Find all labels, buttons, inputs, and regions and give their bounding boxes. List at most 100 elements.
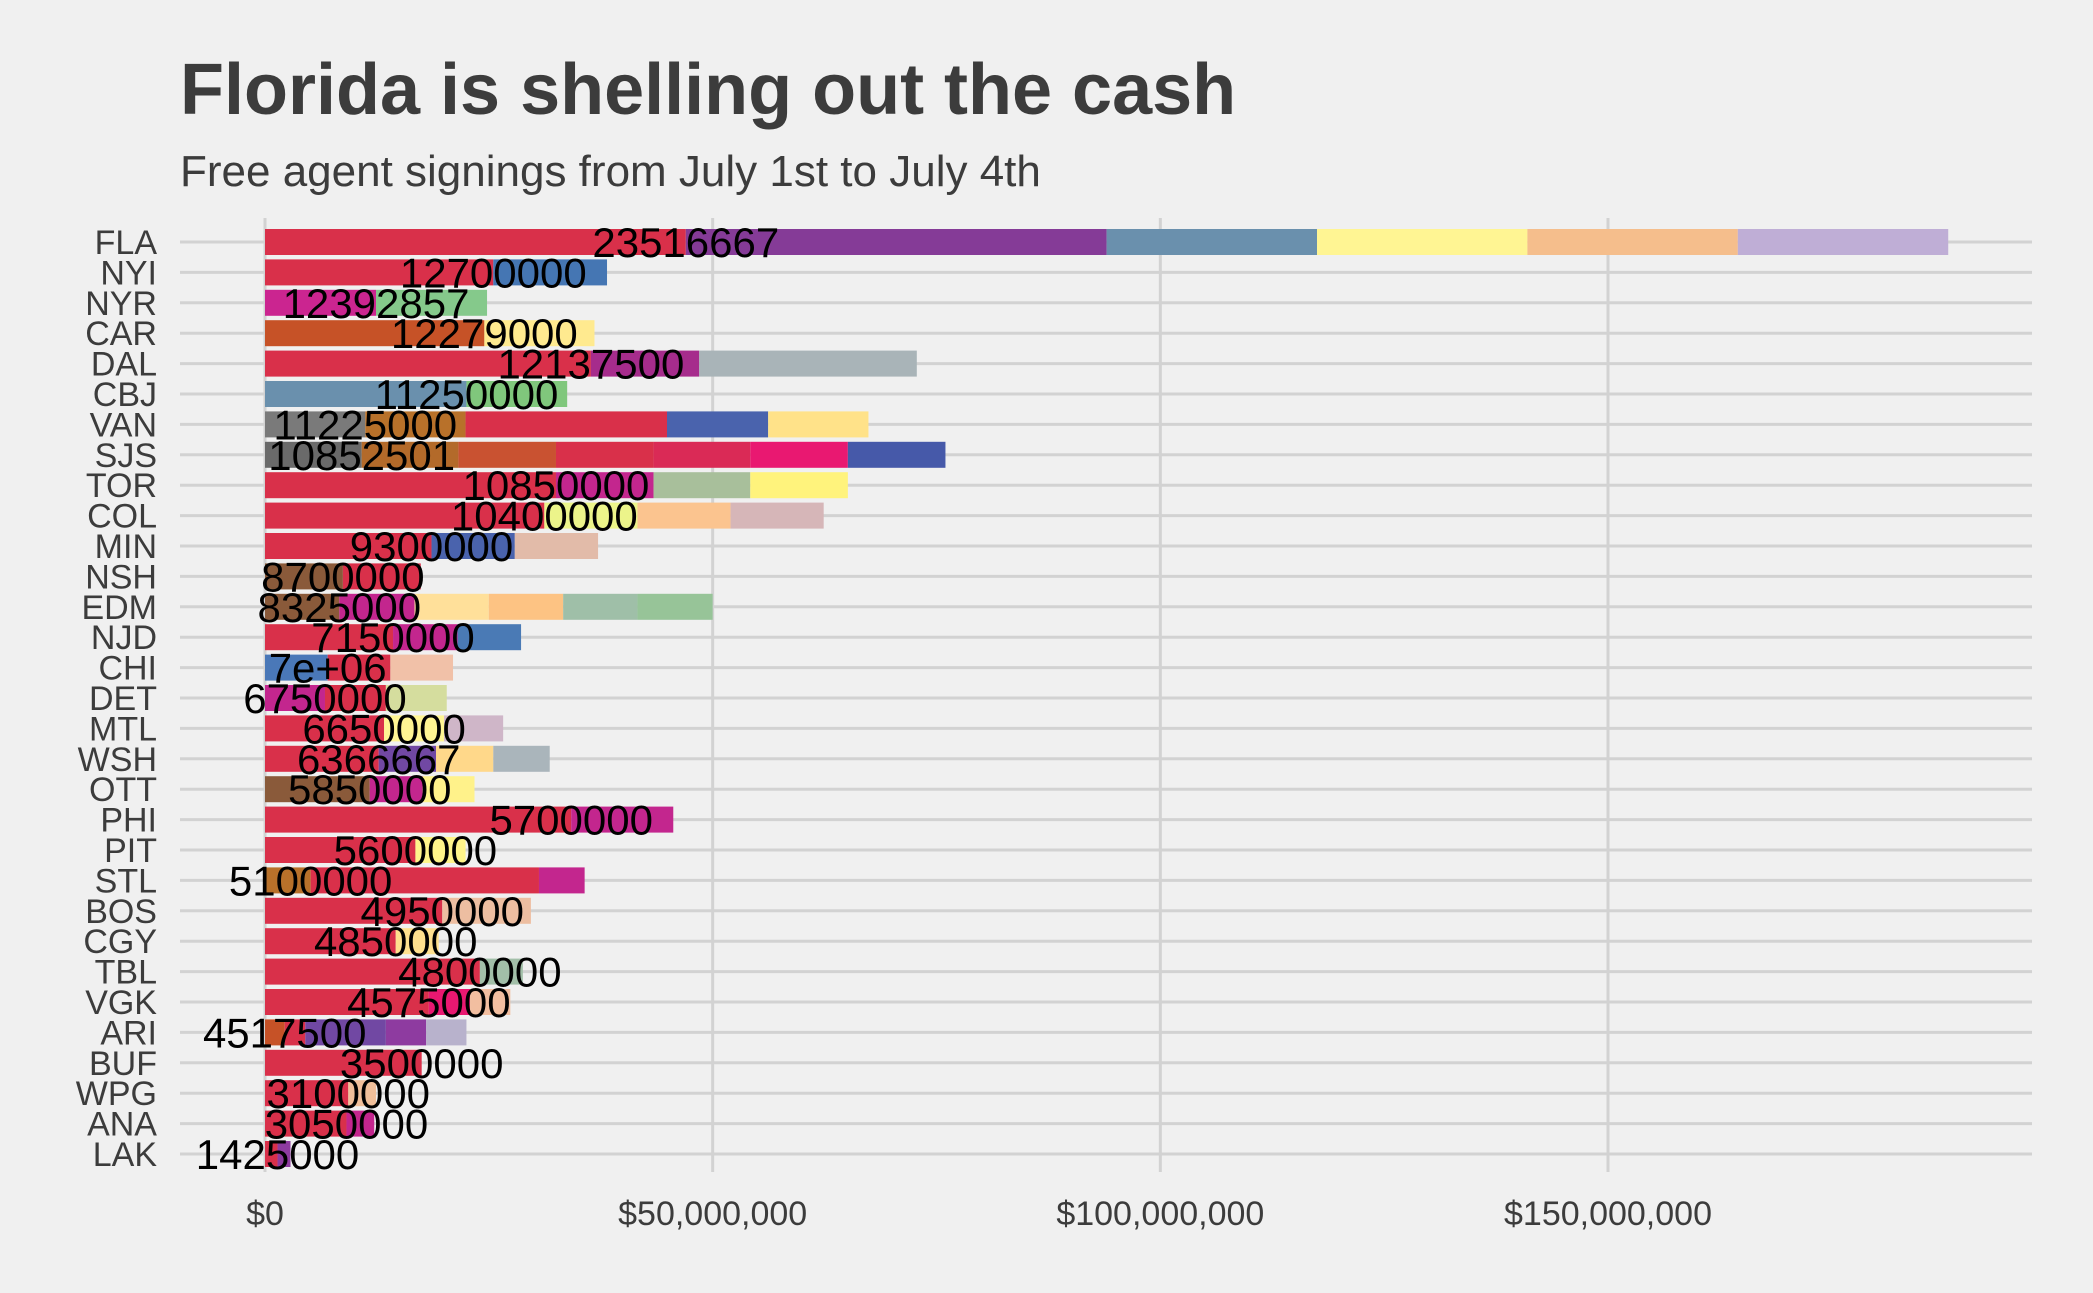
- bar-segment-WSH-1: [378, 745, 437, 772]
- bar-segment-BOS-1: [442, 897, 531, 924]
- y-axis-team-labels: FLANYINYRCARDALCBJVANSJSTORCOLMINNSHEDMN…: [76, 224, 158, 1174]
- bar-segment-FLA-3: [1317, 229, 1528, 255]
- value-label-CBJ: 11250000: [375, 371, 559, 418]
- team-label-OTT: OTT: [89, 771, 157, 809]
- bar-segment-CHI-1: [327, 654, 391, 681]
- bar-segment-NYI-0: [265, 259, 494, 286]
- bar-segment-CGY-0: [265, 928, 396, 955]
- bar-segment-SJS-6: [847, 441, 946, 468]
- value-label-EDM: 8325000: [258, 584, 422, 631]
- team-label-CAR: CAR: [85, 315, 157, 353]
- bar-segment-ANA-0: [265, 1110, 347, 1137]
- bar-segment-MIN-0: [265, 533, 432, 559]
- team-label-MIN: MIN: [95, 528, 157, 566]
- bar-segment-BOS-0: [265, 897, 443, 924]
- bar-segment-PIT-1: [415, 837, 466, 863]
- x-tick-label: $50,000,000: [618, 1195, 807, 1233]
- bar-segment-TOR-2: [653, 472, 751, 499]
- value-label-SJS: 10852501: [268, 432, 455, 479]
- bar-segment-OTT-2: [422, 776, 475, 803]
- bar-segment-CAR-0: [265, 320, 485, 347]
- team-label-ANA: ANA: [87, 1106, 157, 1144]
- bar-segment-FLA-5: [1737, 229, 1949, 255]
- bar-segment-NYR-0: [265, 289, 377, 316]
- bar-segment-DET-2: [385, 685, 447, 711]
- bar-segment-ARI-2: [305, 1019, 386, 1046]
- bar-segment-SJS-5: [750, 441, 848, 468]
- bar-segment-CBJ-1: [466, 381, 568, 407]
- team-label-FLA: FLA: [95, 224, 158, 262]
- bar-segment-WSH-2: [436, 745, 494, 772]
- bar-segment-NJD-2: [457, 624, 522, 651]
- bar-segment-FLA-4: [1527, 229, 1738, 255]
- value-label-MIN: 9300000: [350, 523, 514, 570]
- bar-segment-VAN-4: [768, 411, 869, 438]
- team-label-EDM: EDM: [81, 589, 157, 627]
- bar-segment-SJS-1: [361, 441, 459, 468]
- value-label-DAL: 12137500: [497, 341, 684, 388]
- team-label-WSH: WSH: [78, 741, 157, 779]
- bar-segment-FLA-2: [1106, 229, 1318, 255]
- x-tick-label: $100,000,000: [1056, 1195, 1264, 1233]
- team-label-VGK: VGK: [85, 984, 157, 1022]
- team-label-COL: COL: [87, 498, 157, 536]
- team-label-VAN: VAN: [90, 406, 157, 444]
- value-label-OTT: 5850000: [288, 766, 452, 813]
- value-label-WSH: 6366667: [297, 736, 461, 783]
- bar-segment-CGY-1: [395, 928, 439, 955]
- bar-segment-VGK-2: [470, 989, 511, 1015]
- team-label-BUF: BUF: [89, 1045, 157, 1083]
- bar-segment-DAL-2: [699, 350, 917, 377]
- team-label-CGY: CGY: [83, 923, 157, 961]
- bar-segment-NYR-1: [376, 289, 488, 316]
- bar-segment-STL-0: [265, 867, 311, 894]
- bar-segment-MTL-1: [384, 715, 445, 742]
- bar-segment-STL-2: [538, 867, 585, 894]
- bar-segment-VGK-0: [265, 989, 429, 1015]
- bar-segment-WSH-0: [265, 745, 379, 772]
- team-label-WPG: WPG: [76, 1075, 157, 1113]
- bar-segment-OTT-0: [265, 776, 370, 803]
- bar-segment-TOR-0: [265, 472, 556, 499]
- bar-segment-DET-1: [324, 685, 386, 711]
- bar-segment-TOR-3: [750, 472, 848, 499]
- bar-segment-NYI-1: [493, 259, 608, 286]
- bar-segment-SJS-3: [555, 441, 654, 468]
- value-label-DET: 6750000: [243, 675, 407, 722]
- bar-segment-CHI-2: [390, 654, 454, 681]
- value-label-PHI: 5700000: [489, 797, 653, 844]
- bar-segment-PIT-0: [265, 837, 416, 863]
- team-label-SJS: SJS: [95, 437, 157, 475]
- team-label-CHI: CHI: [98, 650, 157, 688]
- bar-segment-NJD-0: [265, 624, 394, 651]
- bar-segment-ARI-0: [265, 1019, 285, 1046]
- team-label-PIT: PIT: [104, 832, 157, 870]
- team-label-LAK: LAK: [93, 1136, 158, 1174]
- bar-segment-WSH-3: [493, 745, 550, 772]
- team-label-NJD: NJD: [91, 619, 157, 657]
- bar-segment-TOR-1: [555, 472, 654, 499]
- bar-segment-MIN-2: [514, 533, 599, 559]
- bar-segment-DAL-1: [590, 350, 700, 377]
- bar-segment-CHI-0: [265, 654, 328, 681]
- chart-title: Florida is shelling out the cash: [180, 50, 1236, 130]
- bar-segment-NSH-0: [265, 563, 343, 590]
- x-tick-label: $150,000,000: [1504, 1195, 1712, 1233]
- bar-segment-DET-0: [265, 685, 325, 711]
- team-label-MTL: MTL: [89, 710, 157, 748]
- team-label-STL: STL: [95, 862, 157, 900]
- value-label-ANA: 3050000: [265, 1101, 429, 1148]
- value-label-BUF: 3500000: [340, 1040, 504, 1087]
- team-label-ARI: ARI: [100, 1014, 157, 1052]
- chart-subtitle: Free agent signings from July 1st to Jul…: [180, 147, 1041, 196]
- bar-segment-EDM-3: [488, 593, 564, 620]
- value-label-CGY: 4850000: [314, 918, 478, 965]
- bar-segment-SJS-0: [265, 441, 362, 468]
- team-label-DAL: DAL: [91, 346, 157, 384]
- value-label-CAR: 12279000: [391, 310, 578, 357]
- bar-segment-SJS-2: [458, 441, 556, 468]
- bar-segment-LAK-0: [265, 1141, 278, 1167]
- bar-segment-MTL-0: [265, 715, 385, 742]
- bar-segment-ARI-3: [385, 1019, 427, 1046]
